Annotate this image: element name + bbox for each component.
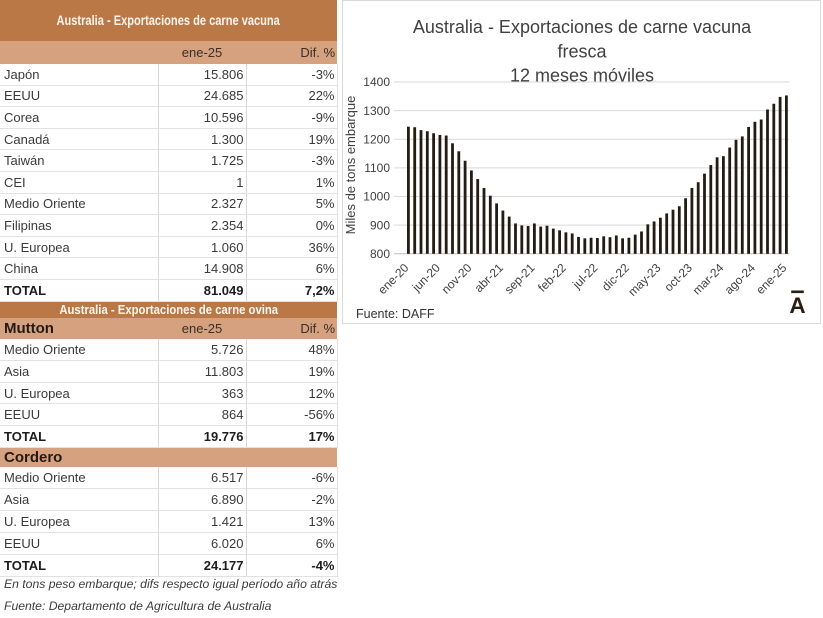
svg-text:800: 800 <box>370 247 390 261</box>
svg-text:900: 900 <box>370 218 390 232</box>
svg-text:1100: 1100 <box>364 161 390 175</box>
svg-text:fresca: fresca <box>557 42 607 62</box>
svg-text:Fuente: DAFF: Fuente: DAFF <box>356 307 435 321</box>
svg-text:ene-25: ene-25 <box>753 260 790 297</box>
svg-text:ago-24: ago-24 <box>722 260 759 297</box>
svg-text:may-23: may-23 <box>625 260 663 298</box>
svg-text:12 meses móviles: 12 meses móviles <box>510 66 654 86</box>
svg-text:A: A <box>789 293 805 318</box>
svg-text:Miles de tons embarque: Miles de tons embarque <box>343 96 358 235</box>
svg-text:1300: 1300 <box>363 104 390 118</box>
svg-text:1000: 1000 <box>363 190 390 204</box>
svg-text:jun-20: jun-20 <box>409 260 443 294</box>
svg-text:abr-21: abr-21 <box>472 260 507 295</box>
svg-text:sep-21: sep-21 <box>502 260 538 296</box>
svg-text:feb-22: feb-22 <box>535 260 569 294</box>
svg-text:nov-20: nov-20 <box>439 260 475 296</box>
svg-text:1200: 1200 <box>363 132 390 146</box>
svg-text:ene-20: ene-20 <box>375 260 412 297</box>
svg-text:1400: 1400 <box>363 75 390 89</box>
svg-text:mar-24: mar-24 <box>690 260 727 297</box>
svg-text:Australia - Exportaciones de c: Australia - Exportaciones de carne vacun… <box>413 17 752 37</box>
svg-text:jul-22: jul-22 <box>569 260 601 292</box>
